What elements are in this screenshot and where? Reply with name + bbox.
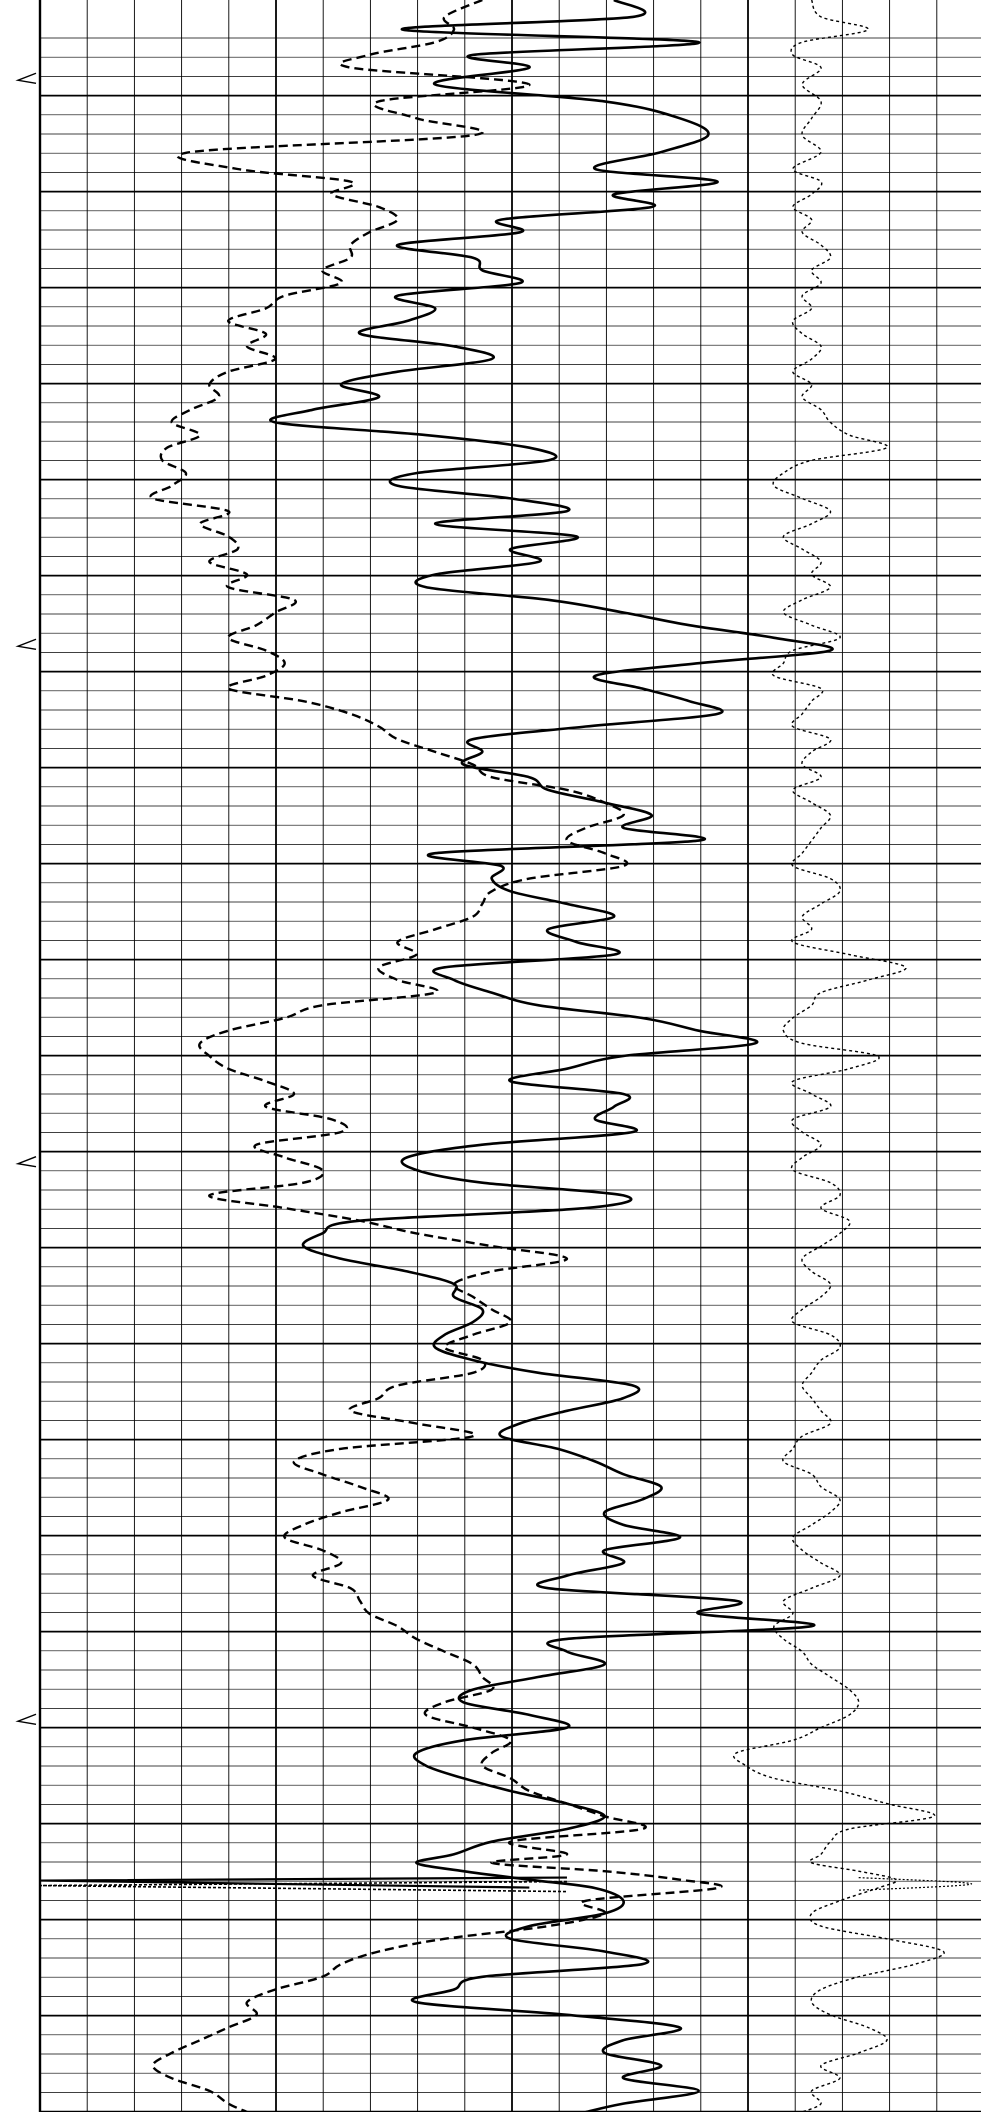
log-curves (39, 0, 973, 2112)
depth-marker-triangle (15, 72, 37, 84)
depth-markers (15, 72, 37, 1725)
depth-marker-triangle (15, 1713, 37, 1725)
log-curve-solid (269, 0, 834, 2112)
log-grid (38, 0, 981, 2112)
log-curve-dotted-fill (858, 1877, 973, 1891)
depth-marker-triangle (15, 638, 37, 650)
log-curve-spike (39, 1876, 567, 1889)
log-curve-spike-dotted (39, 1880, 567, 1893)
depth-marker-triangle (15, 1156, 37, 1168)
